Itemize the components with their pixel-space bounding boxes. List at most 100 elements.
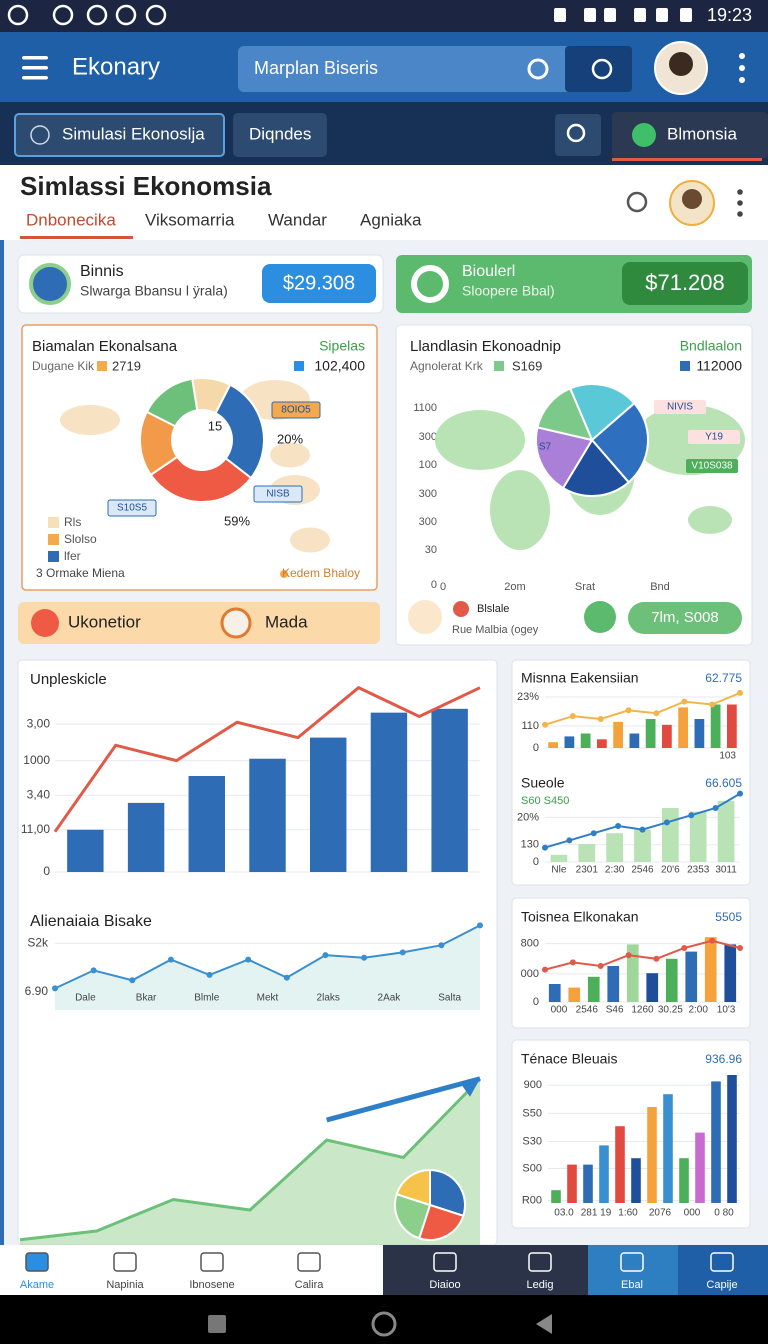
legend-label: Slolso bbox=[64, 532, 97, 546]
sub-tab[interactable]: Wandar bbox=[268, 210, 327, 229]
nav-icon[interactable] bbox=[433, 1252, 457, 1272]
axis-label: 0 bbox=[440, 581, 446, 593]
meta-swatch bbox=[494, 361, 504, 371]
y-tick-label: S00 bbox=[522, 1162, 542, 1174]
status-bar bbox=[0, 0, 768, 32]
action-label[interactable]: Ukonetior bbox=[68, 612, 141, 631]
line-point bbox=[361, 954, 368, 961]
check-button[interactable] bbox=[584, 601, 616, 633]
bar bbox=[634, 829, 651, 862]
x-tick-label: 000 bbox=[551, 1005, 568, 1016]
line-point bbox=[322, 952, 329, 959]
nav-recent[interactable] bbox=[536, 1314, 552, 1334]
y-tick-label: 3,00 bbox=[27, 716, 51, 730]
legend-swatch bbox=[48, 534, 59, 545]
meta-swatch bbox=[680, 361, 690, 371]
nav-label[interactable]: Akame bbox=[20, 1279, 54, 1291]
bar bbox=[646, 973, 659, 1002]
tab-label[interactable]: Diqndes bbox=[249, 124, 311, 143]
x-tick-label: 2546 bbox=[631, 865, 654, 876]
nav-icon[interactable] bbox=[200, 1252, 224, 1272]
label: Binnis bbox=[80, 263, 124, 280]
nav-label[interactable]: Ledig bbox=[527, 1279, 554, 1291]
search-icon bbox=[566, 123, 586, 143]
power-button[interactable] bbox=[565, 46, 632, 92]
label: Misnna Eakensiian bbox=[521, 670, 639, 686]
nav-label[interactable]: Diaioo bbox=[429, 1279, 460, 1291]
annotation: 20% bbox=[277, 431, 303, 446]
search-button[interactable] bbox=[555, 114, 601, 156]
label: Kedem Bhaloy bbox=[282, 566, 360, 580]
axis-label: 1100 bbox=[413, 402, 437, 414]
nav-label[interactable]: Calira bbox=[295, 1279, 325, 1291]
x-tick-label: 1260 bbox=[631, 1005, 654, 1016]
nav-icon[interactable] bbox=[710, 1252, 734, 1272]
bar bbox=[587, 976, 600, 1002]
search-box[interactable] bbox=[238, 46, 632, 92]
action-label[interactable]: Mada bbox=[265, 612, 308, 631]
pie-slice bbox=[590, 401, 649, 484]
nav-icon[interactable] bbox=[528, 1252, 552, 1272]
line-point bbox=[399, 949, 406, 956]
legend-swatch bbox=[48, 517, 59, 528]
bar bbox=[550, 854, 568, 862]
line-point bbox=[542, 721, 548, 728]
y-tick-label: 0 bbox=[533, 742, 539, 754]
pill-value[interactable]: 7lm, S008 bbox=[651, 609, 719, 626]
action-button[interactable] bbox=[612, 112, 768, 158]
nav-icon[interactable] bbox=[25, 1252, 49, 1272]
tab-label[interactable]: Simulasi Ekonoslja bbox=[62, 124, 205, 143]
axis-label: 300 bbox=[419, 431, 437, 443]
sub-tab[interactable]: Agniaka bbox=[360, 210, 422, 229]
pie-slice bbox=[536, 387, 594, 442]
bar bbox=[564, 736, 575, 748]
sub-tab[interactable]: Dnbonecika bbox=[26, 210, 116, 229]
map-shape bbox=[290, 527, 330, 553]
action-icon[interactable] bbox=[220, 607, 252, 639]
nav-icon[interactable] bbox=[297, 1252, 321, 1272]
bar bbox=[717, 800, 735, 862]
line-point bbox=[653, 710, 660, 717]
line-point bbox=[653, 955, 660, 962]
label: 2719 bbox=[112, 358, 141, 373]
menu-icon bbox=[22, 66, 48, 70]
action-icon[interactable] bbox=[31, 609, 59, 637]
action-label[interactable]: Blmonsia bbox=[667, 124, 737, 143]
value-pill[interactable] bbox=[628, 602, 742, 634]
status-icon bbox=[584, 8, 596, 22]
axis-label: 30 bbox=[425, 544, 437, 556]
label: Unpleskicle bbox=[30, 671, 107, 688]
y-tick-label: 20% bbox=[517, 811, 539, 823]
menu-icon bbox=[22, 76, 48, 80]
bar bbox=[727, 704, 737, 748]
nav-home[interactable] bbox=[371, 1311, 397, 1337]
tab[interactable] bbox=[14, 113, 225, 157]
bar bbox=[567, 1164, 577, 1203]
nav-icon[interactable] bbox=[620, 1252, 644, 1272]
line-point bbox=[90, 967, 97, 974]
nav-label[interactable]: Napinia bbox=[106, 1279, 144, 1291]
panel bbox=[511, 659, 751, 886]
sub-tab[interactable]: Viksomarria bbox=[145, 210, 235, 229]
app-title: Ekonary bbox=[72, 53, 160, 80]
bar bbox=[597, 739, 607, 748]
y-tick-label: 0 bbox=[43, 864, 50, 878]
line-point bbox=[639, 826, 646, 833]
nav-icon[interactable] bbox=[113, 1252, 137, 1272]
bar bbox=[727, 1075, 737, 1203]
annotation: S7 bbox=[539, 442, 552, 453]
nav-back[interactable] bbox=[208, 1315, 226, 1333]
nav-label[interactable]: Capije bbox=[706, 1279, 737, 1291]
trend-arrow bbox=[326, 1076, 481, 1123]
nav-label[interactable]: Ibnosene bbox=[189, 1279, 234, 1291]
nav-label[interactable]: Ebal bbox=[621, 1279, 643, 1291]
y-tick-label: 130 bbox=[521, 839, 539, 851]
x-tick-label: 281 19 bbox=[581, 1208, 612, 1219]
axis-label: 0 bbox=[431, 579, 437, 591]
legend-swatch bbox=[48, 551, 59, 562]
line-point bbox=[569, 713, 576, 720]
tab[interactable] bbox=[233, 113, 327, 157]
bar bbox=[662, 808, 679, 862]
line bbox=[544, 939, 741, 971]
bar bbox=[127, 802, 165, 872]
